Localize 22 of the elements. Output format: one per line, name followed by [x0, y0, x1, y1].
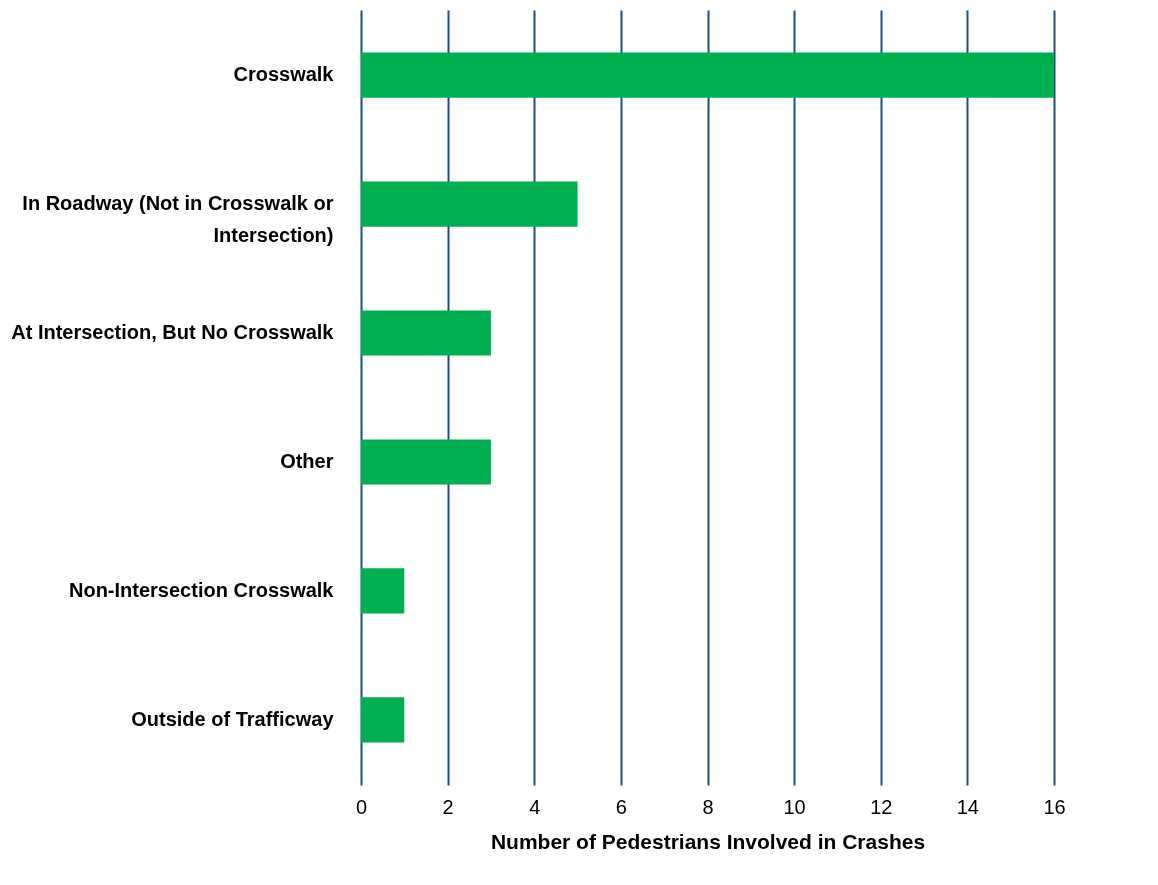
x-tick-label: 10	[783, 795, 806, 818]
x-tick-label: 2	[442, 795, 454, 818]
x-axis-title: Number of Pedestrians Involved in Crashes	[490, 829, 926, 853]
x-tick-label: 12	[870, 795, 893, 818]
bar	[361, 697, 405, 743]
bar	[361, 568, 405, 614]
x-tick-label: 6	[615, 795, 627, 818]
x-tick-label: 16	[1043, 795, 1066, 818]
bar	[361, 181, 578, 227]
bar	[361, 52, 1054, 98]
x-tick-label: 8	[702, 795, 714, 818]
y-tick-label: Crosswalk	[233, 63, 335, 86]
bar	[361, 439, 491, 485]
x-tick-label: 0	[355, 795, 368, 818]
y-tick-label: Non-Intersection Crosswalk	[68, 578, 335, 601]
y-tick-label: Outside of Trafficway	[131, 707, 335, 730]
x-tick-label: 4	[529, 795, 541, 818]
y-tick-label: Other	[280, 449, 334, 472]
y-tick-label: At Intersection, But No Crosswalk	[11, 321, 335, 344]
y-tick-label: In Roadway (Not in Crosswalk or Intersection)	[22, 192, 334, 247]
bar	[361, 310, 491, 356]
x-tick-label: 14	[956, 795, 979, 818]
